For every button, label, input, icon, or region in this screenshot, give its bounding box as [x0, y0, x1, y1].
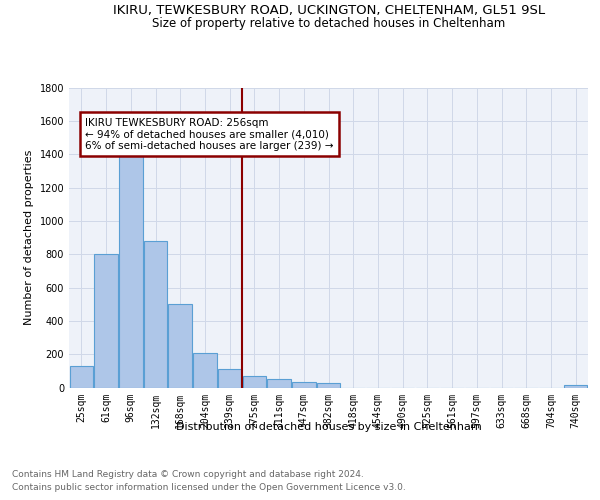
- Text: Distribution of detached houses by size in Cheltenham: Distribution of detached houses by size …: [176, 422, 482, 432]
- Text: IKIRU, TEWKESBURY ROAD, UCKINGTON, CHELTENHAM, GL51 9SL: IKIRU, TEWKESBURY ROAD, UCKINGTON, CHELT…: [113, 4, 545, 17]
- Bar: [193, 352, 217, 388]
- Text: IKIRU TEWKESBURY ROAD: 256sqm
← 94% of detached houses are smaller (4,010)
6% of: IKIRU TEWKESBURY ROAD: 256sqm ← 94% of d…: [85, 118, 334, 150]
- Bar: [144, 241, 167, 388]
- Y-axis label: Number of detached properties: Number of detached properties: [24, 150, 34, 325]
- Bar: [292, 382, 316, 388]
- Bar: [564, 385, 587, 388]
- Bar: [218, 369, 241, 388]
- Bar: [317, 384, 340, 388]
- Bar: [70, 366, 93, 388]
- Bar: [169, 304, 192, 388]
- Bar: [94, 254, 118, 388]
- Text: Contains public sector information licensed under the Open Government Licence v3: Contains public sector information licen…: [12, 482, 406, 492]
- Text: Size of property relative to detached houses in Cheltenham: Size of property relative to detached ho…: [152, 16, 505, 30]
- Bar: [119, 141, 143, 388]
- Bar: [268, 379, 291, 388]
- Text: Contains HM Land Registry data © Crown copyright and database right 2024.: Contains HM Land Registry data © Crown c…: [12, 470, 364, 479]
- Bar: [242, 376, 266, 388]
